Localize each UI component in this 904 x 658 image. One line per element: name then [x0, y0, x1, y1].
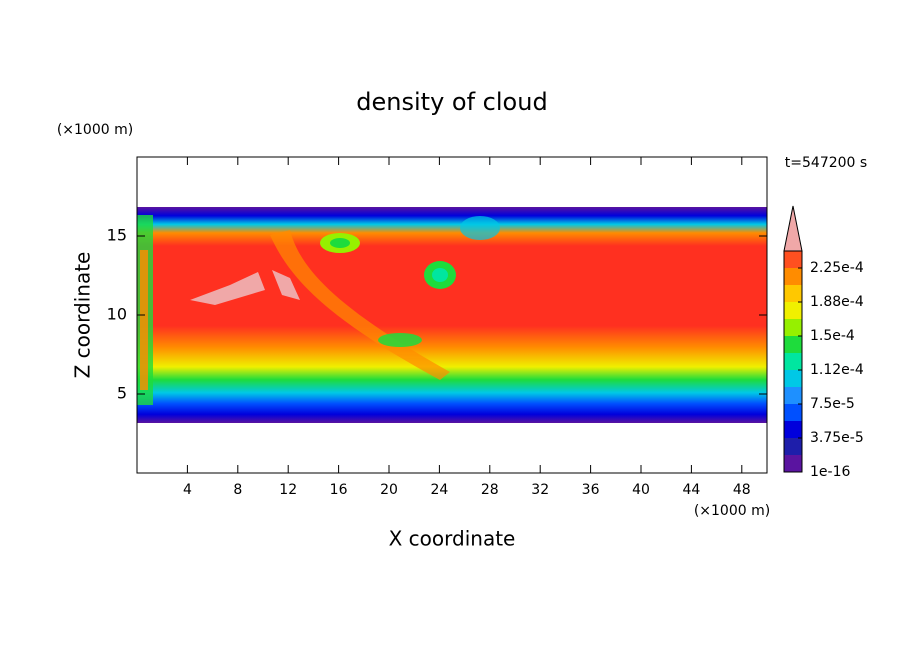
colorbar-segment: [784, 353, 802, 370]
colorbar-frame: [783, 250, 803, 473]
y-axis-label: Z coordinate: [71, 252, 95, 379]
x-tick-label: 32: [531, 482, 549, 498]
y-tick-label: 15: [107, 226, 127, 245]
colorbar-segment: [784, 319, 802, 336]
colorbar-segment: [784, 455, 802, 472]
x-tick-label: 12: [279, 482, 297, 498]
colorbar-segment: [784, 251, 802, 268]
colorbar-tick-label: 1.12e-4: [810, 362, 864, 378]
y-tick-label: 10: [107, 305, 127, 324]
x-tick-label: 24: [430, 482, 448, 498]
x-tick-label: 8: [233, 482, 242, 498]
colorbar-segment: [784, 336, 802, 353]
colorbar-segment: [784, 421, 802, 438]
x-tick-label: 48: [733, 482, 751, 498]
chart-title: density of cloud: [356, 88, 547, 116]
colorbar-tick-label: 1.88e-4: [810, 294, 864, 310]
colorbar-tick-label: 2.25e-4: [810, 260, 864, 276]
colorbar-segment: [784, 285, 802, 302]
colorbar-segment: [784, 438, 802, 455]
annotation: t=547200 s: [785, 155, 867, 171]
contour-field: [137, 207, 767, 423]
x-tick-label: 4: [183, 482, 192, 498]
x-tick-label: 40: [632, 482, 650, 498]
x-tick-label: 20: [380, 482, 398, 498]
colorbar-segment: [784, 268, 802, 285]
x-axis-label: X coordinate: [389, 527, 516, 551]
colorbar-segment: [784, 387, 802, 404]
colorbar-overflow: [783, 205, 803, 252]
x-tick-label: 28: [481, 482, 499, 498]
colorbar-tick-label: 1.5e-4: [810, 328, 855, 344]
x-tick-label: 36: [582, 482, 600, 498]
colorbar-segment: [784, 404, 802, 421]
x-tick-label: 44: [682, 482, 700, 498]
x-unit: (×1000 m): [694, 503, 770, 519]
y-tick-label: 5: [117, 384, 127, 403]
colorbar-tick-label: 3.75e-5: [810, 430, 864, 446]
y-unit: (×1000 m): [57, 122, 133, 138]
colorbar-tick-label: 7.5e-5: [810, 396, 855, 412]
colorbar-segment: [784, 302, 802, 319]
colorbar-tick-label: 1e-16: [810, 464, 850, 480]
colorbar-segment: [784, 370, 802, 387]
x-tick-label: 16: [330, 482, 348, 498]
